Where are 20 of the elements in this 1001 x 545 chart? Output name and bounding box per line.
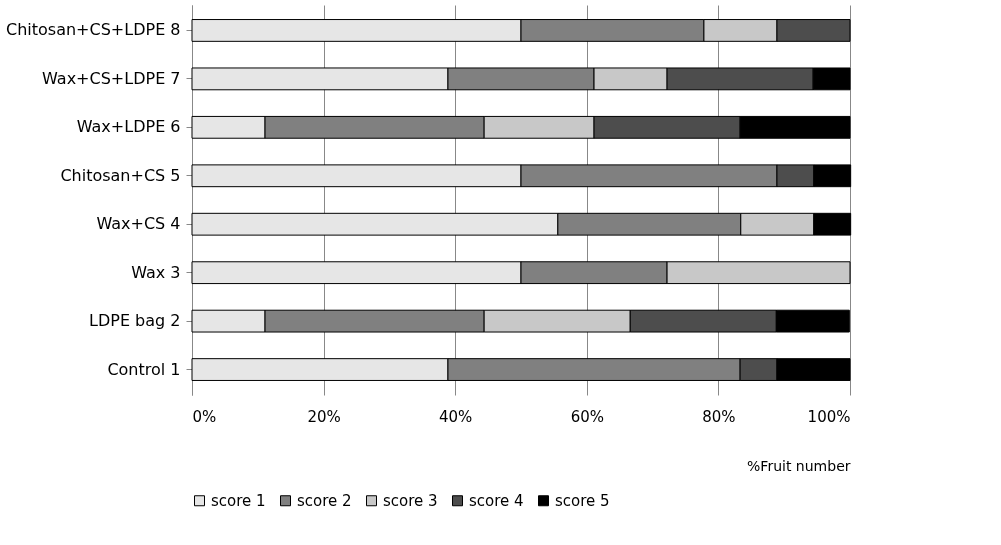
- x-tick-label: 60%: [570, 407, 604, 426]
- x-tick-label: 80%: [702, 407, 736, 426]
- y-tick-label: Wax+CS 4: [96, 214, 181, 234]
- legend-label: score 4: [469, 491, 524, 510]
- y-tick-label: LDPE bag 2: [89, 311, 181, 331]
- legend-label: score 1: [211, 491, 266, 510]
- y-tick-label: Chitosan+CS 5: [60, 165, 181, 185]
- legend-label: score 2: [297, 491, 352, 510]
- legend-label: score 3: [383, 491, 438, 510]
- x-tick-label: 40%: [439, 407, 473, 426]
- x-axis-title: %Fruit number: [747, 457, 851, 474]
- y-tick-label: Wax 3: [131, 262, 181, 282]
- y-tick-label: Wax+LDPE 6: [76, 117, 181, 137]
- y-tick-label: Wax+CS+LDPE 7: [42, 68, 181, 88]
- x-tick-label: 0%: [192, 407, 217, 426]
- y-tick-label: Control 1: [107, 359, 181, 379]
- y-tick-label: Chitosan+CS+LDPE 8: [6, 20, 181, 40]
- legend-label: score 5: [555, 491, 610, 510]
- x-tick-label: 20%: [307, 407, 341, 426]
- x-tick-label: 100%: [807, 407, 851, 426]
